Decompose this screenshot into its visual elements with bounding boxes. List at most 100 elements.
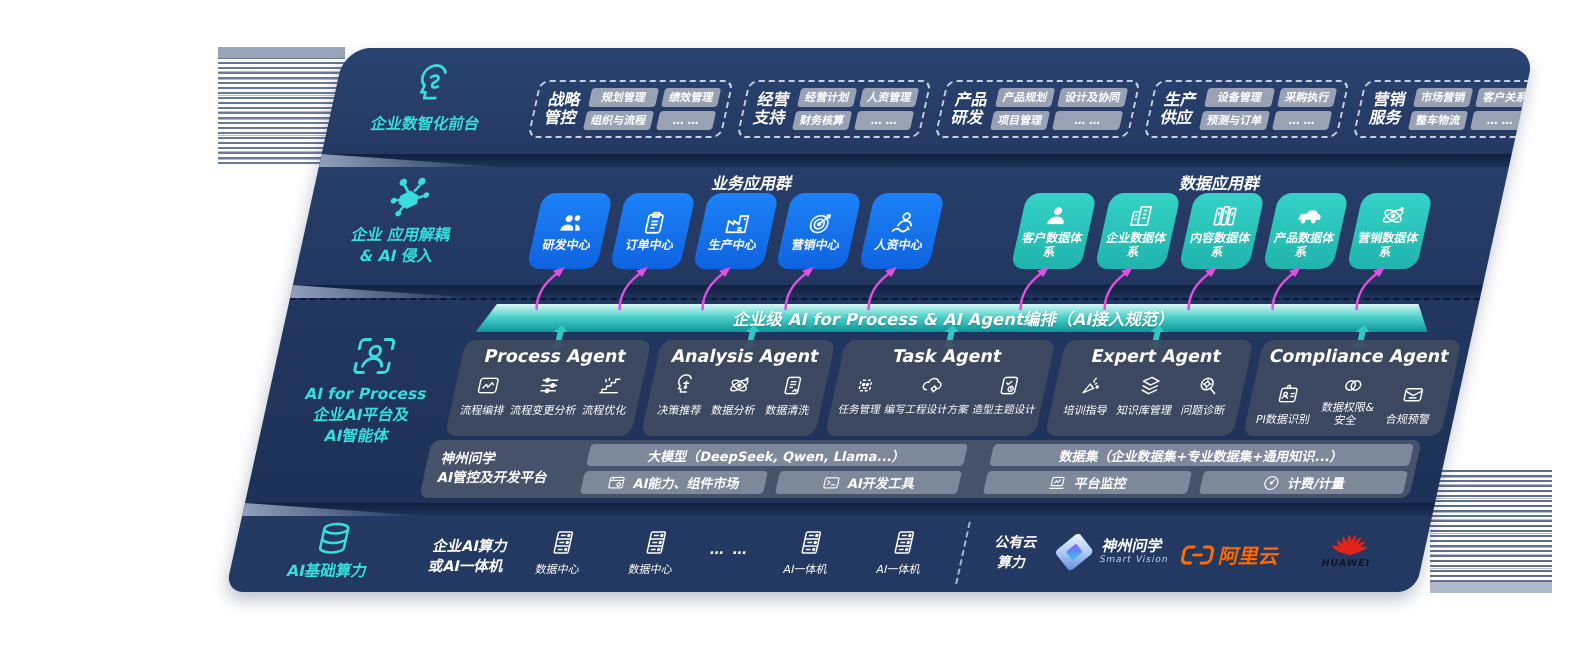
chip: 整车物流: [1407, 111, 1469, 130]
hr-flow-icon: [888, 210, 920, 236]
chip: 设计及协同: [1057, 88, 1129, 107]
flow-arrow-icon: [1271, 267, 1301, 311]
ai-layer-label-line3: AI智能体: [322, 426, 391, 445]
atom-icon: [725, 374, 753, 397]
agent-capability: 知识库管理: [1115, 374, 1180, 418]
ellipsis-label: … …: [708, 542, 751, 558]
ai-layer-label-line2: 企业AI平台及: [311, 405, 411, 424]
data-center-node: 数据中心: [609, 529, 700, 577]
dev-tools-icon: [820, 474, 842, 492]
agent-capability: 数据清洗: [761, 374, 821, 418]
group-marketing: 营销服务 市场营销 客户关系 整车物流 … …: [1352, 80, 1536, 138]
chip: 预测与订单: [1198, 111, 1271, 130]
agent-capability: 合规预警: [1378, 383, 1445, 427]
layer-applications: 企业 应用解耦 & AI 侵入 业务应用群 数据应用群 研发中心 订单中心: [292, 167, 1509, 311]
app-hr-center: 人资中心: [858, 193, 946, 311]
flow-arrow-icon: [618, 267, 648, 311]
huawei-flower-icon: [1331, 534, 1368, 556]
flow-arrow-icon: [784, 267, 814, 311]
molecule-icon: [382, 175, 436, 219]
layers-icon: [1136, 374, 1164, 397]
flow-arrow-icon: [701, 267, 731, 311]
chip: … …: [853, 111, 915, 130]
chip: … …: [655, 111, 717, 130]
layer-front-office: 企业数智化前台 战略管控 规划管理 绩效管理 组织与流程 … … 经营支持 经营…: [321, 48, 1536, 154]
agent-capability: 决策推荐: [653, 374, 713, 418]
chip: 组织与流程: [582, 111, 655, 130]
data-apps: 客户数据体系 企业数据体系 内容数据体系 产品数据体系: [1010, 193, 1434, 311]
app-layer-label-line1: 企业 应用解耦: [349, 226, 453, 244]
app-marketing-center: 营销中心: [775, 193, 863, 311]
factory-icon: [722, 210, 754, 236]
group-name: 战略管控: [542, 90, 583, 127]
agent-capability: PI数据识别: [1253, 383, 1320, 427]
chip: 市场营销: [1413, 88, 1474, 107]
front-office-side-label: 企业数智化前台: [338, 64, 524, 135]
front-office-groups: 战略管控 规划管理 绩效管理 组织与流程 … … 经营支持 经营计划 人资管理 …: [527, 80, 1536, 138]
metering-cell: 计费/计量: [1199, 471, 1408, 494]
ai-appliance-node: AI一体机: [764, 529, 855, 577]
component-market-icon: [606, 474, 628, 492]
sliders-icon: [535, 374, 563, 397]
group-product: 产品研发 产品规划 设计及协同 项目管理 … …: [934, 80, 1141, 138]
group-name: 经营支持: [751, 90, 792, 127]
app-marketing-data: 营销数据体系: [1346, 193, 1434, 311]
app-layer-label-line2: & AI 侵入: [357, 246, 435, 265]
diagnosis-search-icon: [1195, 374, 1223, 397]
chip: 人资管理: [859, 88, 920, 107]
chip: 财务核算: [791, 111, 853, 130]
decision-head-icon: [671, 374, 699, 397]
chip: 采购执行: [1277, 88, 1338, 107]
process-agent-card: Process Agent 流程编排 流程变更分析 流程优化: [444, 340, 652, 437]
vehicle-icon: [1293, 203, 1325, 229]
data-doc-icon: [779, 374, 807, 397]
capability-market-cell: AI能力、组件市场: [579, 471, 768, 494]
layer-divider: [318, 154, 1512, 167]
chip: 产品规划: [995, 88, 1056, 107]
id-card-icon: [1274, 383, 1302, 406]
app-order-center: 订单中心: [609, 193, 697, 311]
agent-capability: 任务管理: [837, 374, 888, 417]
flow-arrow-icon: [1019, 267, 1049, 311]
public-cloud-label: 公有云 算力: [993, 535, 1039, 571]
chip: 经营计划: [797, 88, 858, 107]
group-name: 生产供应: [1158, 90, 1199, 127]
ai-layer-side-label: AI for Process 企业AI平台及 AI智能体: [269, 334, 464, 447]
agent-capability: 流程编排: [457, 374, 515, 418]
customer-icon: [1041, 203, 1073, 229]
meter-icon: [1260, 474, 1282, 492]
task-card-icon: [995, 374, 1023, 397]
ai-layer-label-line1: AI for Process: [303, 385, 429, 403]
steps-icon: [596, 374, 624, 397]
cloud-gear-icon: [918, 374, 946, 397]
agent-capability: 数据权限&安全: [1314, 374, 1386, 427]
person-scan-icon: [347, 334, 401, 378]
app-layer-side-label: 企业 应用解耦 & AI 侵入: [309, 175, 499, 267]
dataset-group: 数据集（企业数据集+专业数据集+通用知识...） 平台监控 计费/计量: [983, 444, 1414, 494]
agent-capability: 流程变更分析: [509, 374, 585, 418]
server-icon: [548, 529, 578, 556]
training-icon: [1077, 374, 1105, 397]
front-office-label: 企业数智化前台: [369, 115, 482, 133]
chip: … …: [1271, 111, 1333, 130]
rings-icon: [1339, 374, 1367, 397]
monitor-icon: [1047, 474, 1069, 492]
flow-arrow-icon: [1103, 267, 1133, 311]
group-strategy: 战略管控 规划管理 绩效管理 组织与流程 … …: [527, 80, 734, 138]
workflow-icon: [474, 374, 502, 397]
smart-vision-diamond-icon: [1052, 532, 1096, 572]
platform-name: 神州问学 AI管控及开发平台: [435, 451, 550, 486]
server-icon: [889, 529, 919, 556]
chip: 规划管理: [588, 88, 660, 107]
chip: 客户关系: [1475, 88, 1536, 107]
app-production-center: 生产中心: [692, 193, 780, 311]
chip: … …: [1051, 111, 1124, 130]
flow-arrow-icon: [867, 267, 897, 311]
alibaba-bracket-icon: [1181, 544, 1215, 565]
app-enterprise-data: 企业数据体系: [1094, 193, 1182, 311]
smart-vision-logo: 神州问学 Smart Vision: [1052, 532, 1174, 572]
data-center-node: 数据中心: [516, 529, 607, 577]
group-operation: 经营支持 经营计划 人资管理 财务核算 … …: [736, 80, 932, 138]
task-grid-icon: [851, 374, 879, 397]
layer-ai-platform: AI for Process 企业AI平台及 AI智能体 企业级 AI for …: [244, 298, 1481, 503]
